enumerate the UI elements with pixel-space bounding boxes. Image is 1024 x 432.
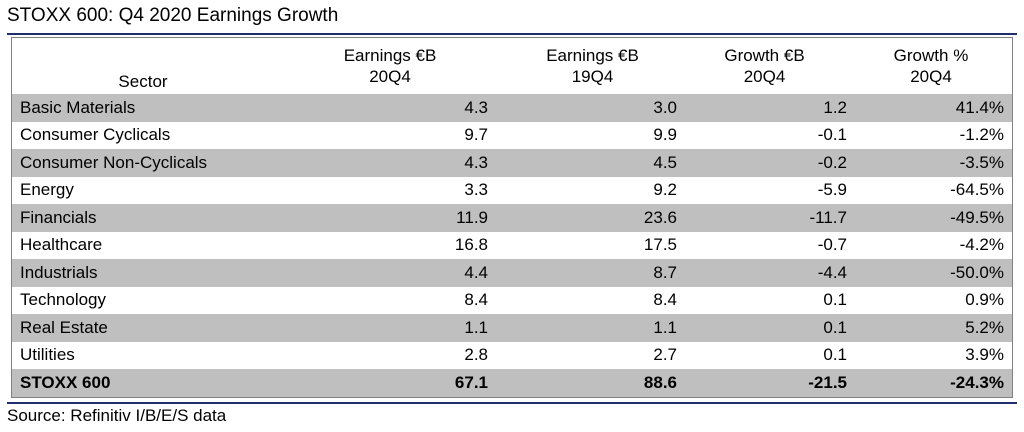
cell-earnings-19q4: 2.7: [653, 345, 677, 365]
cell-growth-eur: -4.4: [679, 259, 850, 287]
cell-sector: Healthcare: [20, 235, 103, 255]
cell-sector: Industrials: [12, 259, 274, 287]
cell-growth-pct: -24.3%: [850, 369, 1012, 397]
cell-earnings-20q4: 3.3: [464, 180, 488, 200]
cell-earnings-19q4: 8.7: [506, 259, 679, 287]
cell-earnings-19q4: 9.2: [653, 180, 677, 200]
top-rule: [7, 33, 1017, 35]
cell-sector: Utilities: [20, 345, 75, 365]
table-row: Healthcare 16.8 17.5 -0.7 -4.2%: [12, 232, 1012, 260]
column-header-line1: Earnings €B: [546, 46, 639, 65]
column-header-line2: 20Q4: [743, 67, 786, 86]
cell-growth-eur: 1.2: [679, 94, 850, 122]
column-header-earnings-20q4: Earnings €B 20Q4: [274, 38, 506, 94]
cell-growth-pct: -4.2%: [959, 235, 1004, 255]
cell-earnings-19q4: 3.0: [506, 94, 679, 122]
cell-growth-pct: -64.5%: [950, 180, 1004, 200]
cell-earnings-20q4: 4.3: [274, 94, 506, 122]
column-header-earnings-19q4: Earnings €B 19Q4: [506, 38, 679, 94]
column-header-line1: Earnings €B: [343, 46, 437, 65]
cell-growth-eur: -5.9: [817, 180, 847, 200]
cell-earnings-20q4: 67.1: [274, 369, 506, 397]
cell-earnings-20q4: 9.7: [464, 125, 488, 145]
table-row: Utilities 2.8 2.7 0.1 3.9%: [12, 342, 1012, 370]
cell-sector: Financials: [12, 204, 274, 232]
cell-earnings-19q4: 8.4: [653, 290, 677, 310]
cell-growth-pct: -1.2%: [959, 125, 1004, 145]
cell-growth-eur: 0.1: [679, 314, 850, 342]
column-header-line2: 20Q4: [369, 67, 411, 86]
cell-sector: Consumer Non-Cyclicals: [12, 149, 274, 177]
cell-growth-eur: -21.5: [679, 369, 850, 397]
bottom-rule: [7, 402, 1017, 404]
cell-growth-eur: 0.1: [823, 345, 847, 365]
column-header-growth-pct: Growth % 20Q4: [850, 38, 1012, 94]
cell-growth-eur: -11.7: [679, 204, 850, 232]
table-row: Consumer Non-Cyclicals 4.3 4.5 -0.2 -3.5%: [12, 149, 1012, 177]
table-row: Industrials 4.4 8.7 -4.4 -50.0%: [12, 259, 1012, 287]
cell-growth-eur: -0.1: [817, 125, 847, 145]
total-row: STOXX 600 67.1 88.6 -21.5 -24.3%: [12, 369, 1012, 397]
table-row: Consumer Cyclicals 9.7 9.9 -0.1 -1.2%: [12, 122, 1012, 150]
table-row: Energy 3.3 9.2 -5.9 -64.5%: [12, 177, 1012, 205]
cell-growth-pct: -50.0%: [850, 259, 1012, 287]
cell-growth-pct: 0.9%: [965, 290, 1004, 310]
cell-sector: Basic Materials: [12, 94, 274, 122]
table-row: Basic Materials 4.3 3.0 1.2 41.4%: [12, 94, 1012, 122]
cell-sector: STOXX 600: [12, 369, 274, 397]
table-title: STOXX 600: Q4 2020 Earnings Growth: [7, 5, 339, 26]
column-header-line2: Sector: [118, 72, 168, 91]
cell-earnings-19q4: 4.5: [506, 149, 679, 177]
cell-earnings-20q4: 11.9: [274, 204, 506, 232]
cell-growth-pct: 41.4%: [850, 94, 1012, 122]
cell-growth-pct: 5.2%: [850, 314, 1012, 342]
table-row: Real Estate 1.1 1.1 0.1 5.2%: [12, 314, 1012, 342]
cell-earnings-19q4: 9.9: [653, 125, 677, 145]
cell-earnings-20q4: 4.4: [274, 259, 506, 287]
column-header-line2: 19Q4: [571, 67, 614, 86]
column-header-growth-eur: Growth €B 20Q4: [679, 38, 850, 94]
cell-earnings-20q4: 1.1: [274, 314, 506, 342]
cell-growth-eur: 0.1: [823, 290, 847, 310]
cell-earnings-20q4: 2.8: [464, 345, 488, 365]
cell-earnings-19q4: 17.5: [643, 235, 677, 255]
table-frame: [11, 37, 1013, 398]
cell-sector: Real Estate: [12, 314, 274, 342]
cell-earnings-20q4: 8.4: [464, 290, 488, 310]
cell-growth-eur: -0.7: [817, 235, 847, 255]
column-header-line2: 20Q4: [910, 67, 952, 86]
cell-earnings-19q4: 1.1: [506, 314, 679, 342]
column-header-sector: Sector: [12, 38, 274, 94]
cell-growth-eur: -0.2: [679, 149, 850, 177]
cell-earnings-20q4: 16.8: [454, 235, 488, 255]
column-header-line1: Growth €B: [724, 46, 805, 65]
cell-growth-pct: -3.5%: [850, 149, 1012, 177]
table-row: Financials 11.9 23.6 -11.7 -49.5%: [12, 204, 1012, 232]
cell-growth-pct: 3.9%: [965, 345, 1004, 365]
earnings-table: Sector Earnings €B 20Q4 Earnings €B 19Q4…: [12, 38, 1012, 397]
cell-earnings-19q4: 23.6: [506, 204, 679, 232]
cell-earnings-20q4: 4.3: [274, 149, 506, 177]
cell-sector: Technology: [20, 290, 107, 310]
cell-growth-pct: -49.5%: [850, 204, 1012, 232]
cell-earnings-19q4: 88.6: [506, 369, 679, 397]
source-note: Source: Refinitiv I/B/E/S data: [7, 406, 227, 425]
header-row: Sector Earnings €B 20Q4 Earnings €B 19Q4…: [12, 38, 1012, 94]
column-header-line1: Growth %: [893, 46, 969, 65]
table-row: Technology 8.4 8.4 0.1 0.9%: [12, 287, 1012, 315]
cell-sector: Energy: [20, 180, 74, 200]
cell-sector: Consumer Cyclicals: [20, 125, 171, 145]
